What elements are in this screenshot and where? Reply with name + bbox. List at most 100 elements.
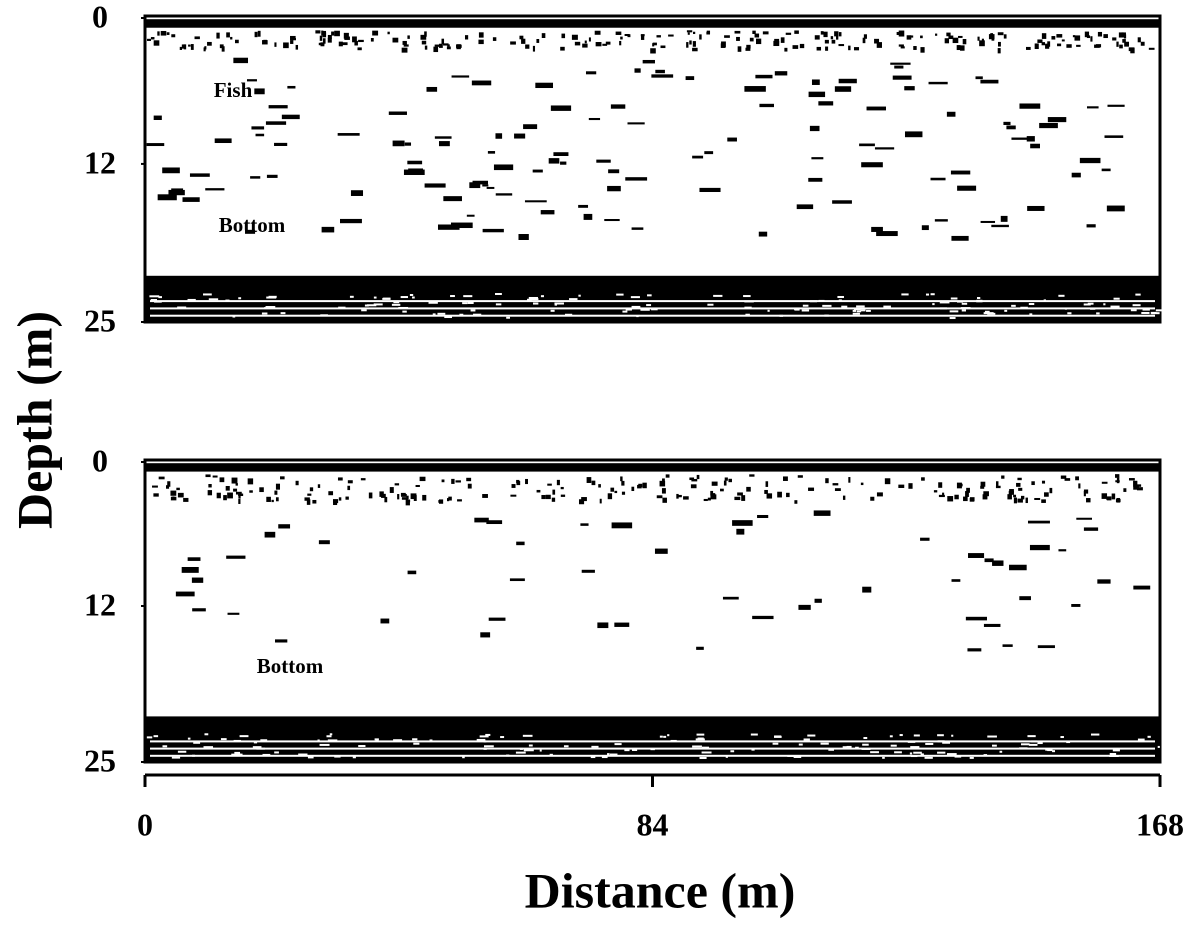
bottom-speckle [1103,303,1105,305]
surface-speckle [1084,491,1086,496]
bottom-speckle [839,299,842,301]
bottom-speckle [807,735,815,737]
bottom-speckle [221,738,227,740]
bottom-speckle [992,745,997,747]
surface-speckle [1102,493,1107,499]
surface-speckle [1037,39,1042,42]
bottom-speckle [692,745,702,747]
bottom-speckle [1031,740,1037,742]
bottom-speckle [726,756,728,758]
surface-speckle [687,30,692,32]
bottom-speckle [496,303,501,305]
bottom-speckle [631,296,640,298]
bottom-speckle [555,304,557,306]
bottom-speckle [1029,303,1034,305]
fish-echo [808,178,822,182]
bottom-speckle [317,739,319,741]
fish-echo [632,227,644,229]
fish-echo [1019,596,1031,600]
surface-speckle [223,495,227,500]
fish-echo [541,210,555,214]
surface-speckle [151,37,155,39]
bottom-speckle [430,739,433,741]
surface-speckle [735,31,741,34]
bottom-speckle [632,306,641,308]
surface-speckle [512,484,516,488]
surface-speckle [333,499,338,503]
fish-echo [549,158,560,163]
surface-speckle [825,478,828,483]
bottom-speckle [962,309,966,311]
surface-band [145,463,1160,471]
surface-speckle [725,477,728,480]
surface-speckle [657,495,663,498]
bottom-speckle [976,300,982,302]
fish-echo [171,188,183,190]
fish-echo [757,515,768,518]
fish-echo [250,176,260,178]
bottom-speckle [591,746,598,748]
bottom-speckle [1065,308,1067,310]
y-tick-label: 25 [84,742,116,778]
surface-speckle [401,493,406,496]
fish-echo [839,79,857,83]
fish-echo [467,215,475,217]
surface-speckle [1042,33,1046,39]
surface-speckle [1124,42,1129,47]
surface-speckle [998,32,1004,35]
fish-echo [1027,206,1044,211]
surface-speckle [1049,488,1052,493]
bottom-speckle [828,749,834,751]
bottom-speckle [937,752,945,754]
surface-speckle [794,30,799,33]
surface-speckle [258,31,261,37]
surface-speckle [204,47,206,51]
bottom-speckle [591,756,596,758]
surface-speckle [738,46,742,52]
surface-speckle [592,481,596,485]
bottom-speckle [477,739,486,741]
fish-echo [947,112,956,117]
bottom-speckle [853,313,860,315]
bottom-speckle [353,756,356,758]
surface-speckle [963,497,968,501]
fish-echo [815,599,822,603]
surface-speckle [764,490,768,494]
fish-echo [533,170,543,173]
fish-echo [818,101,833,105]
surface-speckle [781,37,785,43]
bottom-speckle [484,745,494,747]
bottom-speckle [810,300,817,302]
surface-speckle [420,477,426,481]
bottom-speckle [462,302,467,304]
surface-speckle [552,490,555,495]
bottom-speckle [350,296,354,298]
surface-speckle [1056,34,1062,38]
bottom-speckle [853,310,857,312]
fish-echo [752,616,773,619]
surface-speckle [525,44,529,48]
bottom-speckle [787,755,794,757]
bottom-speckle [330,733,332,735]
fish-echo [627,122,644,124]
surface-speckle [276,497,279,501]
fish-echo [655,70,665,73]
surface-speckle [734,497,740,500]
surface-speckle [447,44,450,46]
fish-echo [608,169,619,173]
surface-speckle [619,41,621,45]
fish-echo [176,592,195,597]
fish-echo [1072,173,1081,178]
bottom-speckle [961,307,971,309]
bottom-speckle [882,757,885,759]
fish-echo [510,578,525,581]
surface-speckle [823,32,827,37]
bottom-speckle [951,735,953,737]
surface-speckle [290,36,296,40]
bottom-speckle [700,757,707,759]
surface-speckle [1124,34,1126,38]
fish-echo [380,619,389,624]
bottom-speckle [908,741,916,743]
bottom-speckle [883,306,891,308]
fish-echo [723,597,739,600]
